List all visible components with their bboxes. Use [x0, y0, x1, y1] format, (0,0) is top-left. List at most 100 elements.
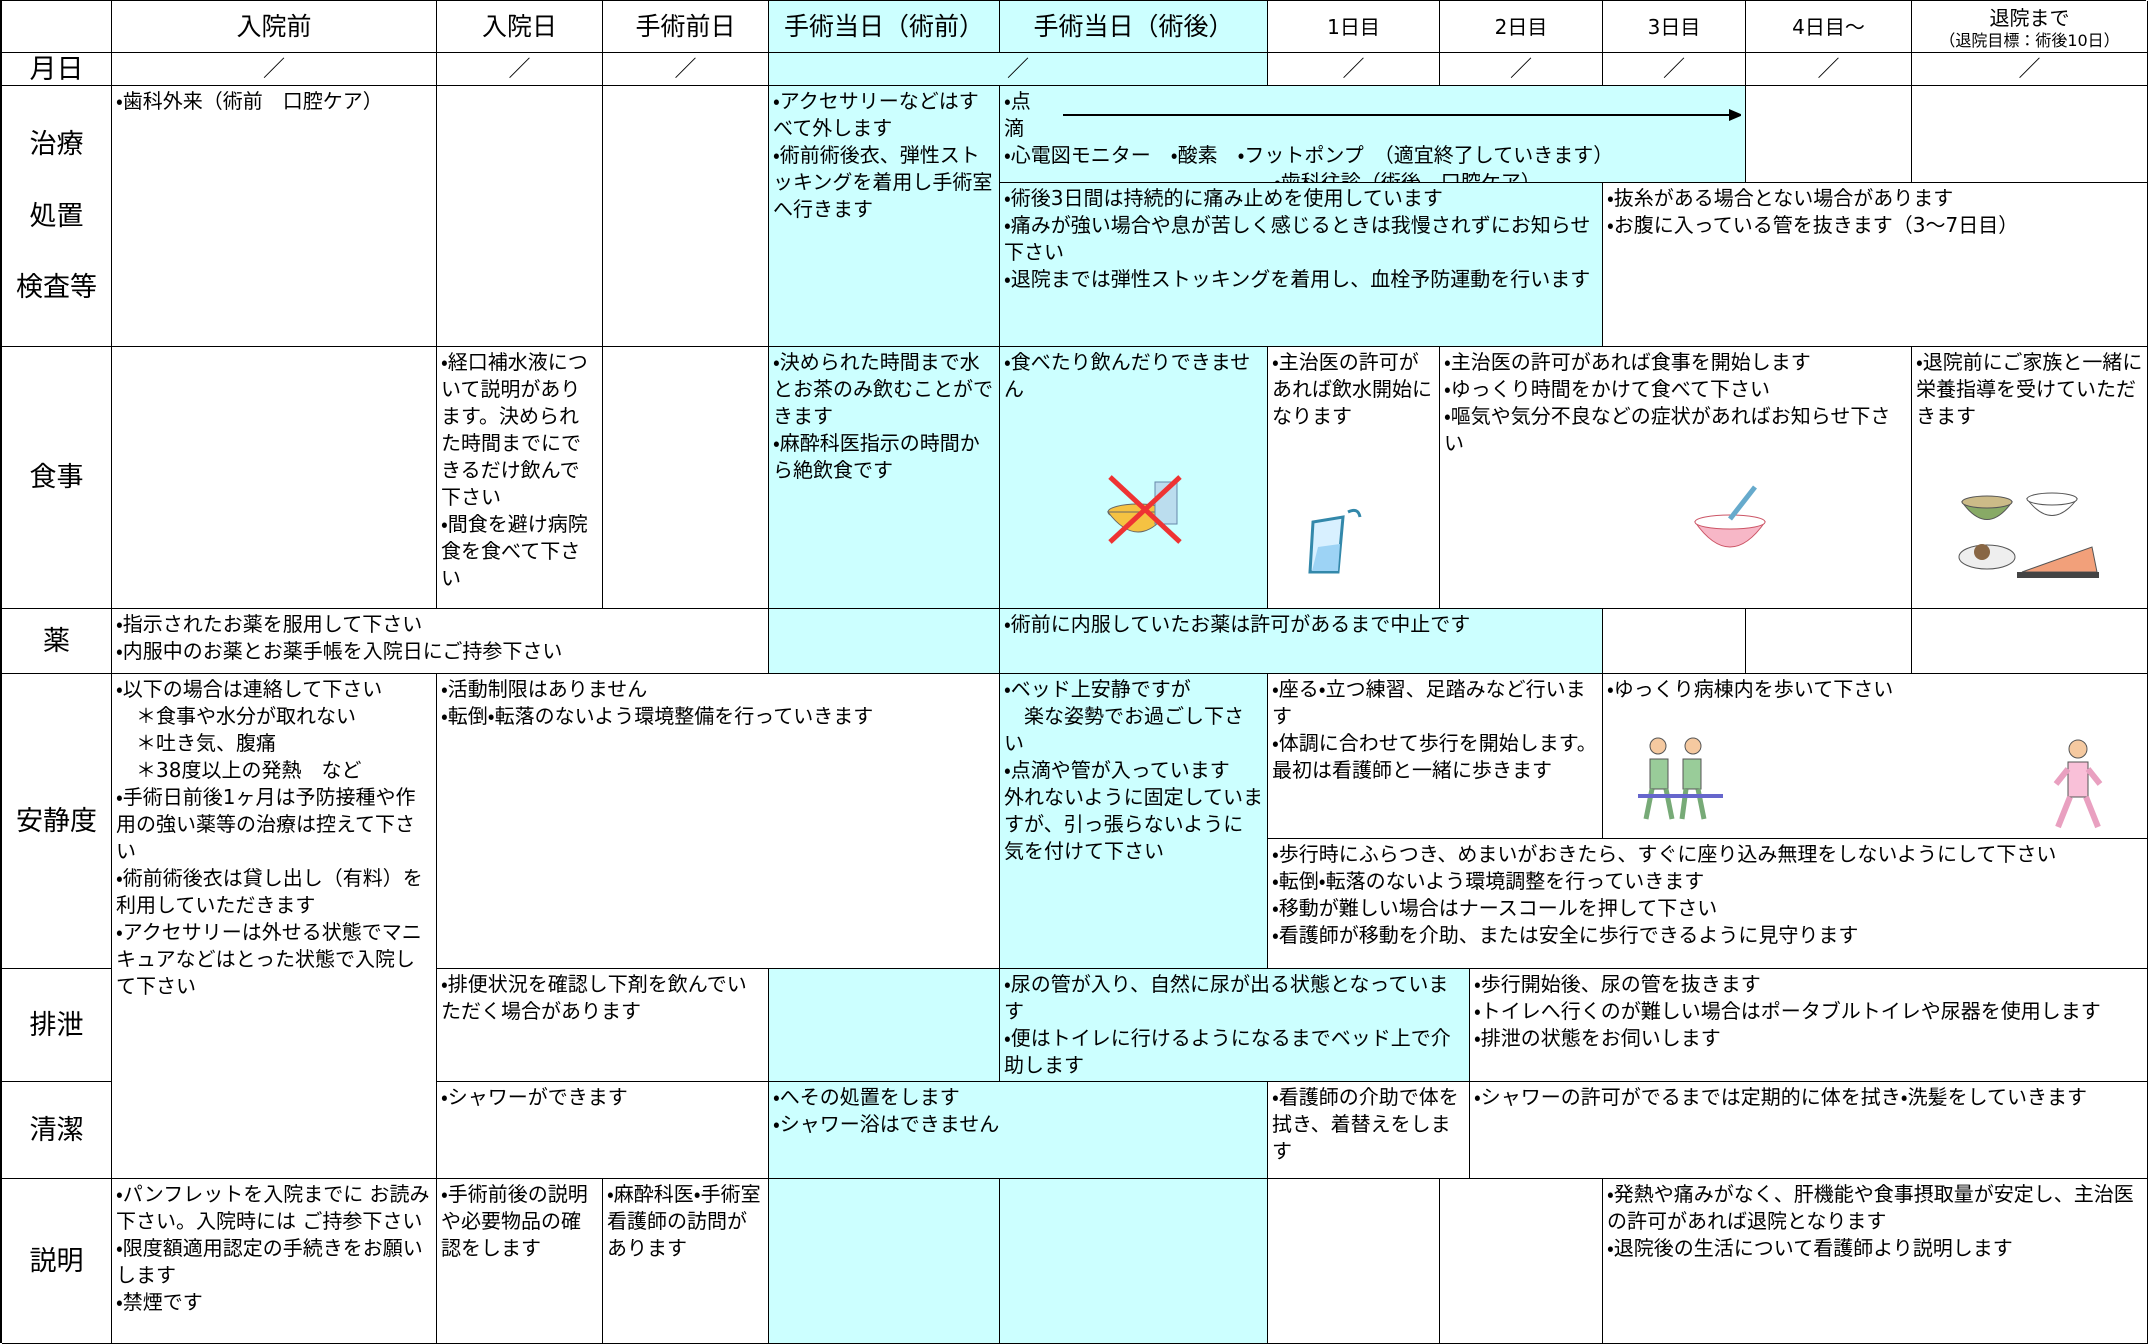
- row-label-text: 月日: [29, 53, 84, 85]
- content-cell: ・尿の管が入り、自然に尿が出る状態となっています ・便はトイレに行けるようになるま…: [1000, 969, 1470, 1082]
- column-title: 退院まで: [1989, 5, 2070, 30]
- content-cell: ・抜糸がある場合とない場合があります・お腹に入っている管を抜きます（3～7日目）: [1603, 183, 2148, 347]
- content-cell: ・へその処置をします ・シャワー浴はできません: [769, 1082, 1268, 1179]
- cell-text: ・お腹に入っている管を抜きます（3～7日目）: [1607, 213, 2019, 237]
- cell-text: ・間食を避け病院食を食べて下さい: [441, 512, 588, 590]
- content-cell: ・歩行時にふらつき、めまいがおきたら、すぐに座り込み無理をしないようにして下さい…: [1268, 839, 2148, 969]
- date-cell: ／: [1912, 53, 2148, 86]
- column-header: 入院前: [112, 1, 437, 53]
- cell-text: ・退院後の生活について看護師より説明します: [1607, 1236, 2013, 1260]
- row-label-text: 安静度: [16, 805, 97, 837]
- cell-text: ・術前術後衣は貸し出し（有料）を利用していただきます: [116, 866, 423, 917]
- column-header: 退院まで （退院目標：術後10日）: [1912, 1, 2148, 53]
- cell-text: ・術前に内服していたお薬は許可があるまで中止です: [1004, 612, 1471, 636]
- content-cell: ・主治医の許可があれば食事を開始します ・ゆっくり時間をかけて食べて下さい ・嘔気や…: [1440, 347, 1912, 609]
- row-label-text: 説明: [29, 1245, 84, 1277]
- column-header: 2日目: [1440, 1, 1603, 53]
- cell-text: ・抜糸がある場合とない場合があります: [1607, 186, 1954, 210]
- cell-text: ・麻酔科医・手術室看護師の訪問があります: [607, 1182, 761, 1260]
- date-slash: ／: [674, 56, 697, 82]
- cell-text: ・歩行時にふらつき、めまいがおきたら、すぐに座り込み無理をしないようにして下さい: [1272, 842, 2057, 866]
- column-header: 手術当日（術後）: [1000, 1, 1268, 53]
- cell-text: ・点滴や管が入っています: [1004, 758, 1230, 782]
- cell-text: ・内服中のお薬とお薬手帳を入院日にご持参下さい: [116, 639, 563, 663]
- cell-text: ・ベッド上安静ですが: [1004, 677, 1191, 701]
- empty-cell: [769, 609, 1000, 674]
- cell-text: ・術後3日間は持続的に痛み止めを使用しています: [1004, 186, 1443, 210]
- cell-text: ・痛みが強い場合や息が苦しく感じるときは我慢されずにお知らせ下さい: [1004, 213, 1591, 264]
- row-label-text: 清潔: [29, 1114, 84, 1146]
- cell-text: ・禁煙です: [116, 1290, 203, 1314]
- cell-text: ・点滴: [1004, 89, 1031, 140]
- column-header: 4日目～: [1746, 1, 1912, 53]
- cell-text: ・ゆっくり病棟内を歩いて下さい: [1607, 677, 1894, 701]
- water-cup-icon: [1308, 508, 1362, 574]
- content-cell: ・決められた時間まで水とお茶のみ飲むことができます ・麻酔科医指示の時間から絶飲食…: [769, 347, 1000, 609]
- empty-cell: [1912, 86, 2148, 183]
- empty-cell: [1746, 609, 1912, 674]
- row-label-text: 排泄: [29, 1009, 84, 1041]
- column-header: 入院日: [437, 1, 603, 53]
- cell-text: ・退院までは弾性ストッキングを着用し、血栓予防運動を行います: [1004, 267, 1591, 291]
- cell-text: ・手術日前後1ヶ月は予防接種や作用の強い薬等の治療は控えて下さい: [116, 785, 416, 863]
- empty-cell: [1268, 1179, 1440, 1344]
- content-cell: ・術前に内服していたお薬は許可があるまで中止です: [1000, 609, 1603, 674]
- column-title: 3日目: [1647, 14, 1701, 39]
- cell-text: ・移動が難しい場合はナースコールを押して下さい: [1272, 896, 1718, 920]
- column-title: 手術前日: [635, 11, 736, 41]
- cell-text: ＊38度以上の発熱 など: [116, 758, 362, 782]
- date-slash: ／: [1509, 56, 1532, 82]
- cell-text: ・座る・立つ練習、足踏みなど行います: [1272, 677, 1586, 728]
- date-slash: ／: [1662, 56, 1685, 82]
- cell-text: ・歯科外来（術前 口腔ケア）: [116, 89, 383, 113]
- empty-cell: [603, 347, 769, 609]
- header-corner: [2, 1, 112, 53]
- column-header: 1日目: [1268, 1, 1440, 53]
- content-cell: ・シャワーの許可がでるまでは定期的に体を拭き・洗髪をしていきます: [1470, 1082, 2148, 1179]
- cell-text: ・看護師が移動を介助、または安全に歩行できるように見守ります: [1272, 923, 1859, 947]
- column-title: 入院日: [481, 11, 557, 41]
- content-cell: ・指示されたお薬を服用して下さい ・内服中のお薬とお薬手帳を入院日にご持参下さい: [112, 609, 769, 674]
- cell-text: 外れないように固定していますが、引っ張らないように気を付けて下さい: [1004, 785, 1263, 863]
- row-label-text: 検査等: [16, 272, 97, 304]
- cell-text: ・活動制限はありません: [441, 677, 648, 701]
- row-label: 安静度: [2, 674, 112, 969]
- date-cell: ／: [769, 53, 1268, 86]
- column-title: 手術当日（術前）: [783, 11, 984, 41]
- cell-text: ・主治医の許可があれば飲水開始になります: [1272, 350, 1432, 428]
- cell-text: ・歩行開始後、尿の管を抜きます: [1474, 972, 1761, 996]
- cell-text: ・尿の管が入り、自然に尿が出る状態となっています: [1004, 972, 1449, 1023]
- cell-text: ・排便状況を確認し下剤を飲んでいただく場合があります: [441, 972, 747, 1023]
- cell-text: ・麻酔科医指示の時間から絶飲食です: [773, 431, 980, 482]
- date-slash: ／: [1342, 56, 1365, 82]
- content-cell: ・主治医の許可があれば飲水開始になります: [1268, 347, 1440, 609]
- cell-text: ・手術前後の説明や必要物品の確認をします: [441, 1182, 588, 1260]
- discharge-note: （退院目標：術後10日）: [1939, 30, 2120, 50]
- content-cell: ・経口補水液について説明があります。決められた時間までにできるだけ飲んで下さい・…: [437, 347, 603, 609]
- content-cell: ・点滴 ・心電図モニター ・酸素 ・フットポンプ （適宜終了していきます） ・歯科往…: [1000, 86, 1746, 183]
- row-label-text: 治療: [29, 128, 84, 160]
- cell-text: ・転倒・転落のないよう環境調整を行っていきます: [1272, 869, 1705, 893]
- empty-cell: [1603, 609, 1746, 674]
- empty-cell: [1440, 1179, 1603, 1344]
- content-cell: ・歯科外来（術前 口腔ケア）: [112, 86, 437, 347]
- cell-text: ・転倒・転落のないよう環境整備を行っていきます: [441, 704, 874, 728]
- cell-text: ・経口補水液について説明があります。決められた時間までにできるだけ飲んで下さい: [441, 350, 588, 509]
- empty-cell: [769, 969, 1000, 1082]
- porridge-icon: [1694, 485, 1766, 548]
- empty-cell: [1912, 609, 2148, 674]
- cell-text: ・嘔気や気分不良などの症状があればお知らせ下さい: [1444, 404, 1891, 455]
- cell-text: ・体調に合わせて歩行を開始します。最初は看護師と一緒に歩きます: [1272, 731, 1597, 782]
- content-cell: ・手術前後の説明や必要物品の確認をします: [437, 1179, 603, 1344]
- column-title: 1日目: [1327, 14, 1380, 39]
- cell-text: ・食べたり飲んだりできません: [1004, 350, 1251, 401]
- column-header: 3日目: [1603, 1, 1746, 53]
- cell-text: ・シャワーの許可がでるまでは定期的に体を拭き・洗髪をしていきます: [1474, 1085, 2087, 1109]
- meal-set-icon: [1958, 492, 2099, 578]
- row-label-text: 薬: [43, 625, 70, 657]
- cell-text: ・決められた時間まで水とお茶のみ飲むことができます: [773, 350, 993, 428]
- cell-text: ・へその処置をします: [773, 1085, 960, 1109]
- date-cell: ／: [1268, 53, 1440, 86]
- cell-text: ・トイレへ行くのが難しい場合はポータブルトイレや尿器を使用します: [1474, 999, 2101, 1023]
- row-label: 薬: [2, 609, 112, 674]
